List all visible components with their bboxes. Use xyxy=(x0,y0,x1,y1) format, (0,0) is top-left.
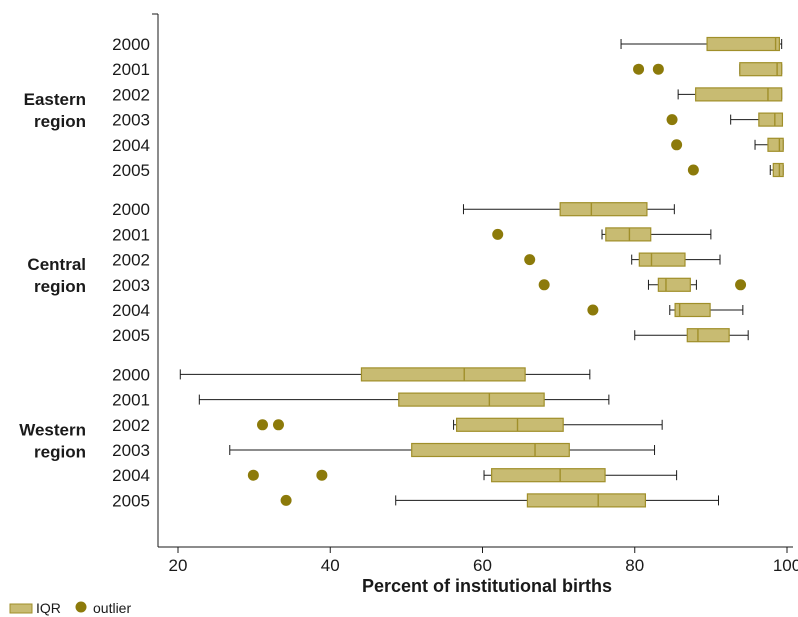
box-row xyxy=(587,302,744,318)
iqr-box xyxy=(657,277,691,292)
year-label: 2003 xyxy=(112,111,150,130)
row-labels: 2000 2001 2002 2003 2004 2005 Eastern region 200… xyxy=(19,35,150,510)
iqr-box xyxy=(491,468,606,483)
box-row xyxy=(179,367,591,382)
box-row xyxy=(198,392,610,407)
region-label-line: region xyxy=(34,112,86,131)
iqr-box xyxy=(605,227,652,242)
box-row xyxy=(634,328,749,343)
year-label: 2000 xyxy=(112,35,150,54)
iqr-box xyxy=(758,112,784,127)
year-label: 2002 xyxy=(112,85,150,104)
box-row xyxy=(524,252,721,267)
x-tick-label: 100 xyxy=(773,556,798,575)
iqr-box xyxy=(638,252,686,267)
outlier-point xyxy=(735,279,747,291)
x-tick-label: 60 xyxy=(473,556,492,575)
box-row xyxy=(666,112,784,127)
region-label: Central region xyxy=(27,255,86,296)
outlier-point xyxy=(492,228,504,240)
iqr-box xyxy=(767,137,784,152)
year-label: 2005 xyxy=(112,326,150,345)
outlier-point xyxy=(280,494,292,506)
year-label: 2002 xyxy=(112,416,150,435)
box-row xyxy=(492,227,712,242)
legend-iqr-swatch xyxy=(9,603,33,614)
box-row xyxy=(620,36,783,52)
outlier-point xyxy=(671,139,683,151)
region-label: Eastern region xyxy=(24,90,86,131)
year-label: 2004 xyxy=(112,136,150,155)
outlier-point xyxy=(652,63,664,75)
region-label: Western region xyxy=(19,420,86,461)
iqr-box xyxy=(772,162,784,178)
outlier-point xyxy=(247,469,259,481)
year-label: 2000 xyxy=(112,200,150,219)
outlier-point xyxy=(524,254,536,266)
region-label-line: region xyxy=(34,442,86,461)
box-row xyxy=(538,277,747,292)
box-row xyxy=(677,87,783,102)
year-label: 2001 xyxy=(112,391,150,410)
x-axis-label: Percent of institutional births xyxy=(362,576,612,596)
region-label-line: Central xyxy=(27,255,86,274)
outlier-point xyxy=(666,114,678,126)
iqr-box xyxy=(674,302,711,318)
plot-area xyxy=(179,36,784,508)
iqr-box xyxy=(695,87,783,102)
outlier-point xyxy=(316,469,328,481)
year-label: 2002 xyxy=(112,251,150,270)
legend-outlier-label: outlier xyxy=(93,600,131,616)
iqr-box xyxy=(360,367,526,382)
iqr-box xyxy=(456,417,564,432)
year-label: 2004 xyxy=(112,301,150,320)
legend-outlier-swatch xyxy=(75,601,87,613)
year-label: 2003 xyxy=(112,441,150,460)
box-row xyxy=(633,62,783,77)
year-label: 2003 xyxy=(112,276,150,295)
box-row xyxy=(229,442,656,458)
outlier-point xyxy=(256,419,268,431)
year-label: 2005 xyxy=(112,161,150,180)
year-label: 2005 xyxy=(112,491,150,510)
year-label: 2000 xyxy=(112,365,150,384)
outlier-point xyxy=(538,279,550,291)
iqr-box xyxy=(526,493,647,508)
iqr-box xyxy=(739,62,783,77)
year-label: 2001 xyxy=(112,225,150,244)
year-label: 2001 xyxy=(112,60,150,79)
region-label-line: region xyxy=(34,277,86,296)
iqr-box xyxy=(706,36,780,52)
box-row xyxy=(671,137,784,152)
year-label: 2004 xyxy=(112,466,150,485)
region-label-line: Eastern xyxy=(24,90,86,109)
legend-iqr-label: IQR xyxy=(36,600,61,616)
outlier-point xyxy=(633,63,645,75)
box-row xyxy=(462,202,675,217)
region-label-line: Western xyxy=(19,420,86,439)
x-tick-label: 80 xyxy=(625,556,644,575)
outlier-point xyxy=(272,419,284,431)
iqr-box xyxy=(411,442,570,458)
x-tick-label: 20 xyxy=(169,556,188,575)
box-row xyxy=(280,493,719,508)
legend: IQR outlier xyxy=(9,600,131,616)
box-row xyxy=(687,162,784,178)
iqr-box xyxy=(398,392,545,407)
iqr-box xyxy=(686,328,730,343)
box-row xyxy=(247,468,678,483)
outlier-point xyxy=(587,304,599,316)
x-tick-label: 40 xyxy=(321,556,340,575)
outlier-point xyxy=(687,164,699,176)
chart-axes: 20 40 60 80 100 xyxy=(152,13,798,575)
box-row xyxy=(256,417,663,432)
iqr-box xyxy=(559,202,648,217)
